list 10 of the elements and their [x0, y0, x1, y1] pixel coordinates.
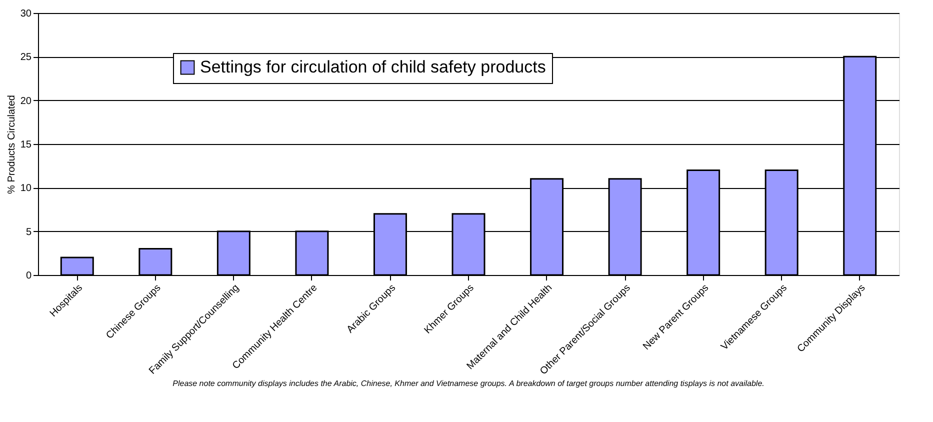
- y-tick-label: 25: [20, 52, 32, 64]
- y-tick-label: 5: [26, 226, 32, 238]
- y-tick-label: 15: [20, 140, 32, 150]
- y-tick-label: 10: [20, 183, 32, 194]
- y-tick-label: 0: [26, 270, 32, 282]
- y-tick-label: 30: [20, 8, 32, 20]
- legend-label: Settings for circulation of child safety products: [200, 58, 546, 76]
- text: Please note community displays includes the Arabic, Chinese, Khmer and Vietnamese groups. A breakdown of target groups number attending tisplays is not available.: [172, 378, 764, 388]
- y-tick-label: 20: [20, 96, 32, 107]
- y-axis-title: % Products Circulated: [6, 95, 18, 194]
